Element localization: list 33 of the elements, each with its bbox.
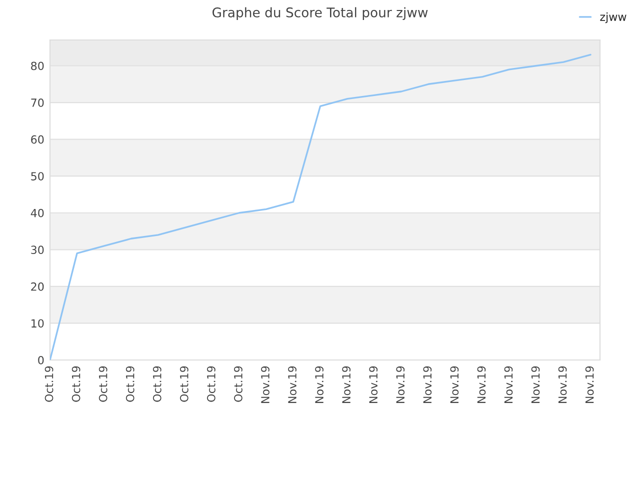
x-tick-label: Nov.19 [423,366,432,403]
line-series [50,54,592,360]
x-tick-label: Nov.19 [288,366,296,403]
y-tick-label: 50 [31,172,44,180]
x-tick-label: Nov.19 [477,366,486,403]
y-tick-label: 40 [30,208,44,218]
y-tick-label: 10 [32,319,44,328]
x-tick-label: Nov.19 [396,366,405,403]
x-tick-label: Nov.19 [585,366,594,403]
x-tick-label: Oct.19 [206,366,216,402]
x-tick-label: Oct.19 [180,366,188,402]
x-tick-label: Nov.19 [450,366,459,403]
x-tick-label: Nov.19 [558,366,567,403]
y-tick-label: 30 [31,246,44,254]
y-tick-label: 70 [31,98,44,107]
y-tick-label: 80 [31,62,44,70]
x-tick-label: Nov.19 [531,366,540,403]
x-tick-label: Oct.19 [126,366,134,402]
y-tick-label: 60 [31,135,44,144]
x-tick-label: Nov.19 [369,366,378,403]
x-tick-label: Oct.19 [98,366,108,402]
x-tick-label: Nov.19 [342,366,351,403]
x-tick-label: Oct.19 [44,366,54,402]
x-tick-label: Nov.19 [315,366,324,403]
x-tick-label: Nov.19 [504,366,513,403]
chart-title: Graphe du Score Total pour zjww [212,7,428,20]
legend-label: zjww [600,12,626,24]
x-tick-label: Oct.19 [72,366,80,402]
y-tick-label: 0 [38,356,44,364]
x-tick-label: Nov.19 [261,366,270,403]
x-tick-label: Oct.19 [152,366,162,402]
y-tick-label: 20 [31,282,44,291]
x-tick-label: Oct.19 [234,366,242,402]
